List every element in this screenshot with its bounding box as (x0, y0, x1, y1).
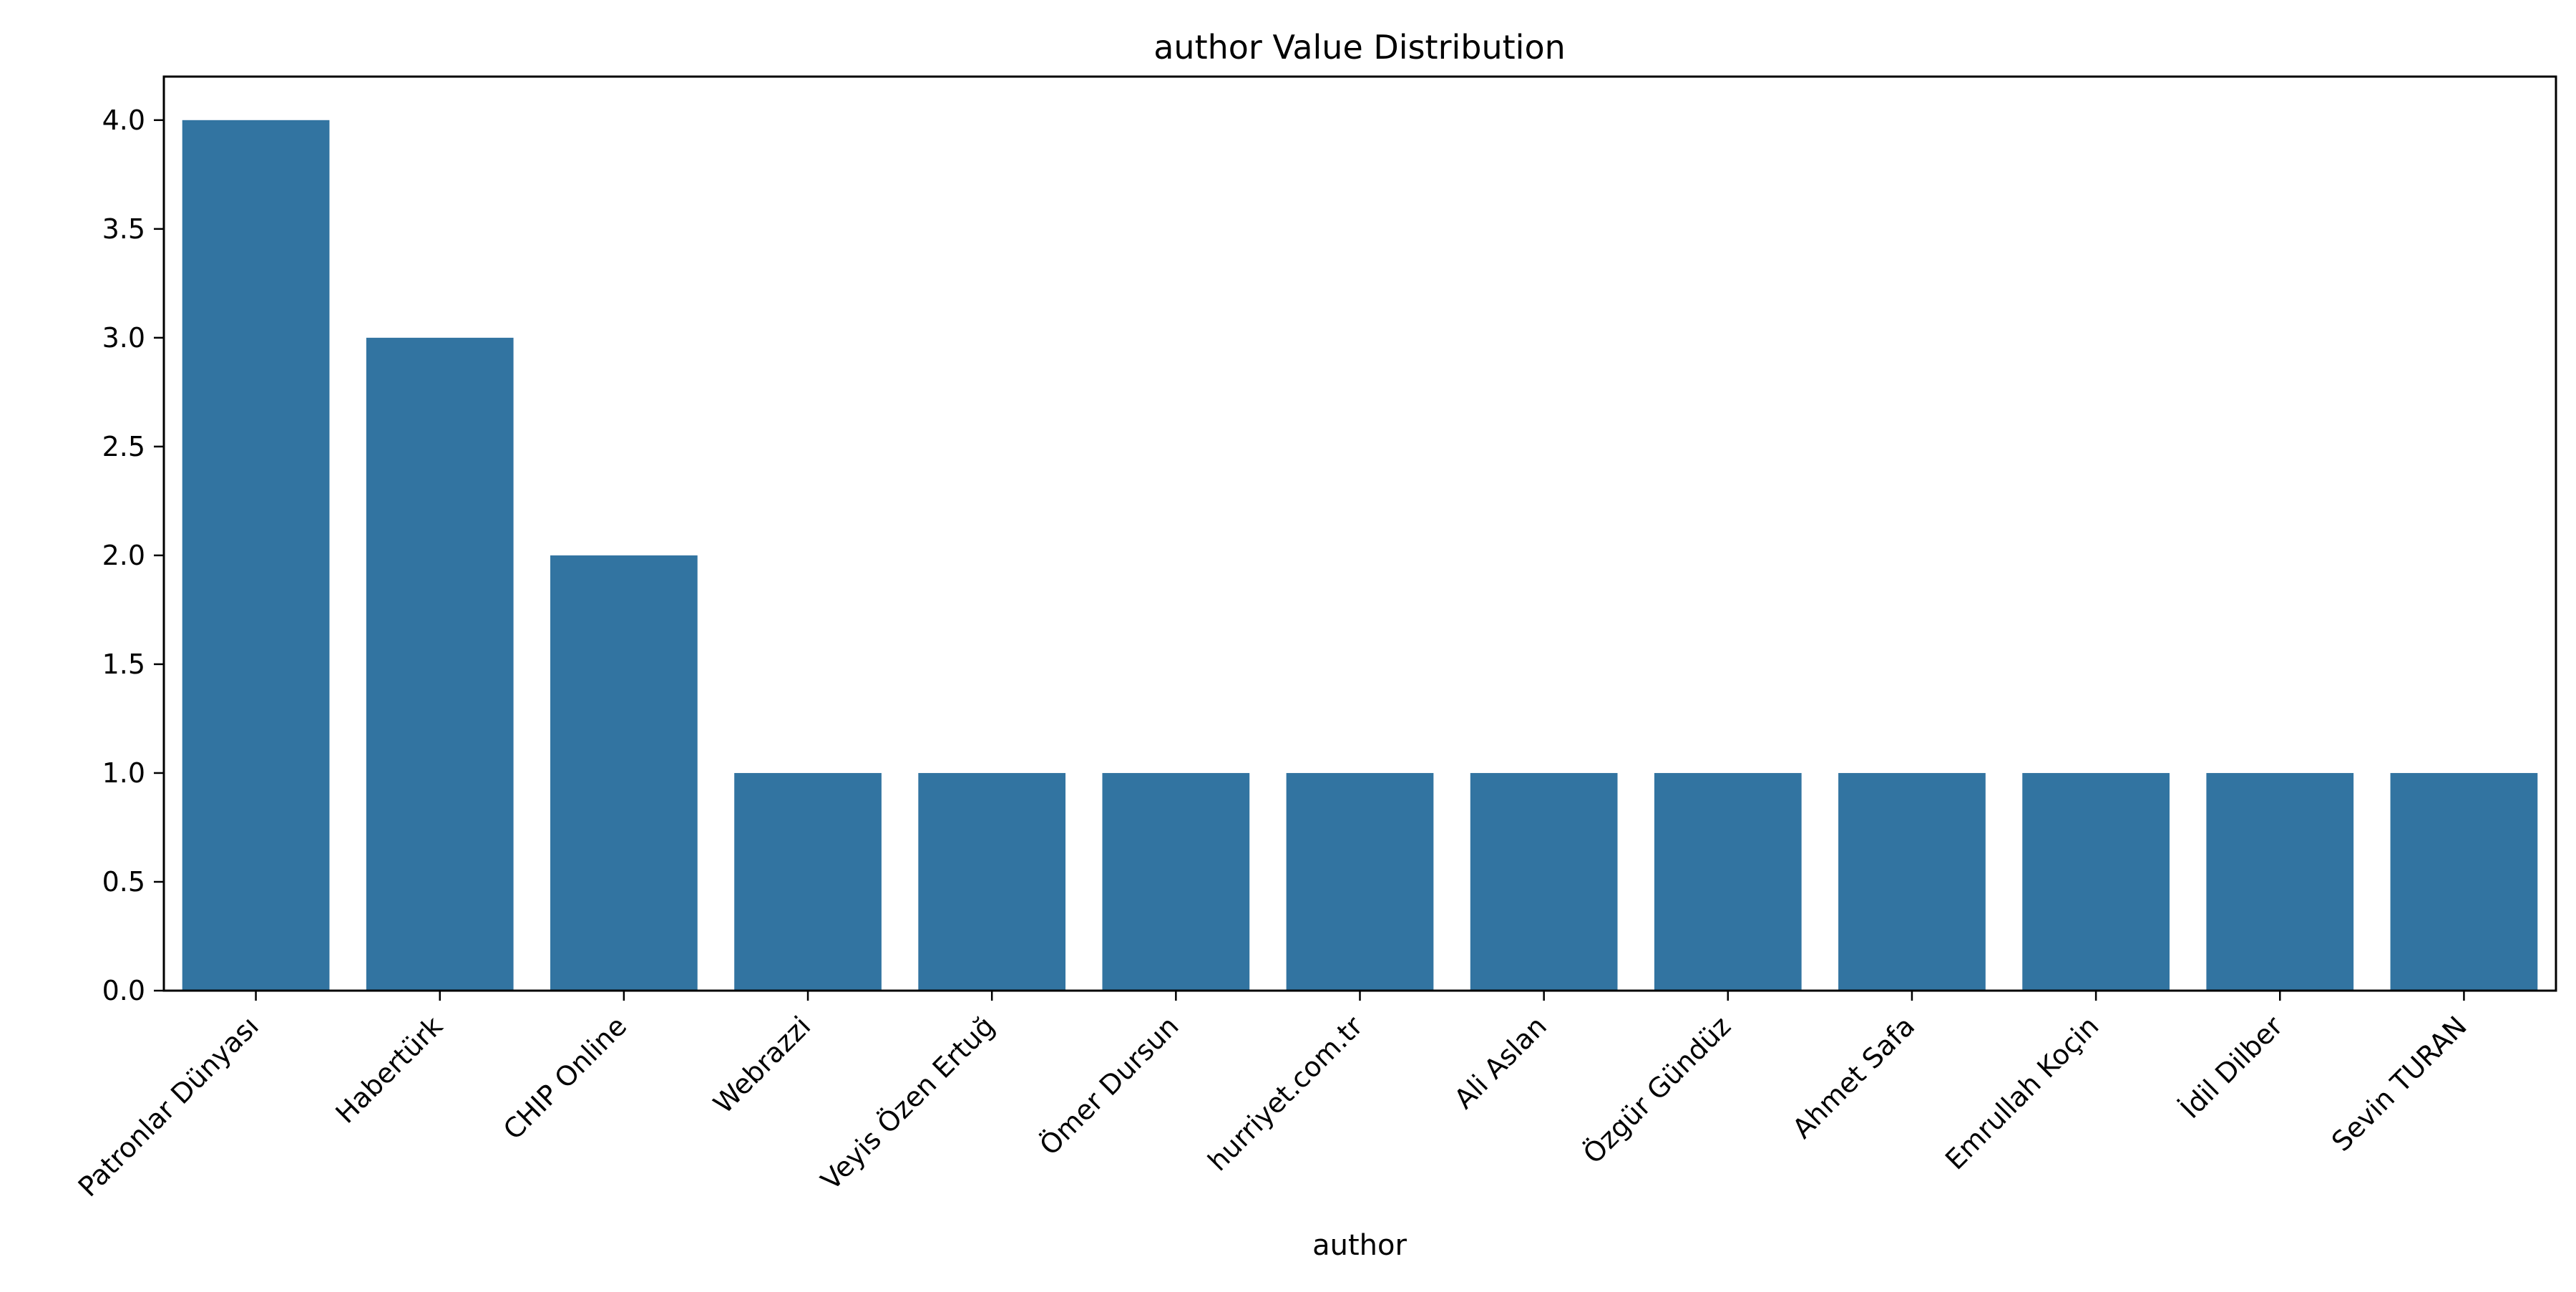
x-tick-label: CHIP Online (497, 1010, 633, 1145)
bar-9 (1838, 772, 1986, 991)
x-tick-label: Habertürk (329, 1010, 449, 1130)
x-tick-label: Patronlar Dünyası (72, 1010, 265, 1203)
bar-3 (734, 772, 882, 991)
plot-frame (162, 75, 2557, 992)
y-tick-label: 2.0 (102, 540, 145, 571)
bar-4 (918, 772, 1066, 991)
x-axis-label: author (1312, 1229, 1407, 1262)
x-tick-label: Webrazzi (708, 1010, 817, 1119)
x-tick-label: Sevin TURAN (2326, 1010, 2473, 1157)
y-tick-label: 3.0 (102, 322, 145, 354)
y-tick-label: 1.0 (102, 757, 145, 789)
bars-layer (182, 120, 2538, 991)
bar-1 (366, 337, 514, 991)
x-tick-label: Veyis Özen Ertuğ (815, 1010, 1001, 1196)
bar-10 (2022, 772, 2170, 991)
y-tick-label: 3.5 (102, 213, 145, 245)
y-tick-label: 2.5 (102, 431, 145, 462)
bar-8 (1654, 772, 1802, 991)
x-tick-label: İdil Dilber (2175, 1010, 2289, 1125)
x-tick-label: Özgür Gündüz (1577, 1010, 1737, 1170)
bar-5 (1102, 772, 1250, 991)
bar-12 (2390, 772, 2538, 991)
chart-title: author Value Distribution (1153, 28, 1566, 67)
y-tick-label: 0.5 (102, 866, 145, 898)
y-tick-label: 4.0 (102, 105, 145, 136)
x-tick-label: Emrullah Koçin (1939, 1010, 2104, 1175)
y-tick-label: 1.5 (102, 649, 145, 680)
x-tick-label: Ahmet Safa (1787, 1010, 1921, 1145)
bar-7 (1470, 772, 1618, 991)
x-tick-label: Ömer Dursun (1033, 1010, 1184, 1161)
bar-6 (1286, 772, 1434, 991)
x-tick-label: Ali Aslan (1448, 1010, 1553, 1114)
bar-0 (182, 120, 330, 991)
bar-11 (2206, 772, 2354, 991)
x-tick-label: hurriyet.com.tr (1202, 1010, 1370, 1177)
y-tick-label: 0.0 (102, 975, 145, 1006)
bar-2 (550, 555, 698, 991)
